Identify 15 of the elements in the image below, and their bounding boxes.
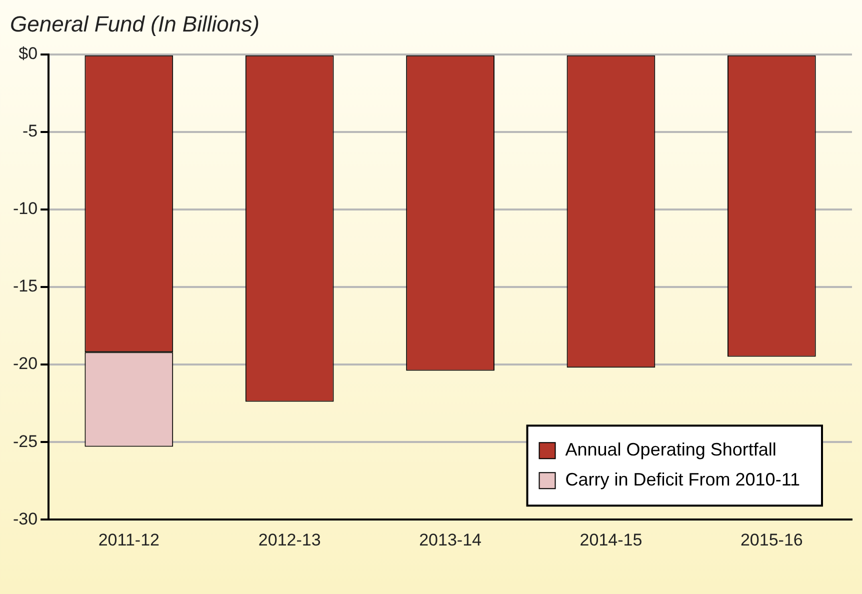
x-tick-label: 2011-12 bbox=[98, 530, 160, 550]
y-tick-label: -15 bbox=[12, 276, 38, 296]
legend-label: Annual Operating Shortfall bbox=[565, 440, 776, 460]
x-tick-label: 2012-13 bbox=[258, 530, 321, 550]
x-tick-label: 2013-14 bbox=[419, 530, 482, 550]
chart-title: General Fund (In Billions) bbox=[10, 11, 260, 36]
x-tick-label: 2014-15 bbox=[580, 530, 642, 550]
y-tick-label: -30 bbox=[12, 509, 38, 528]
y-tick-label: -25 bbox=[12, 432, 38, 451]
y-tick-label: -5 bbox=[22, 122, 38, 141]
legend-label: Carry in Deficit From 2010-11 bbox=[565, 470, 800, 490]
y-tick-label: -10 bbox=[12, 199, 38, 218]
y-tick-label: -20 bbox=[12, 354, 38, 374]
x-tick-label: 2015-16 bbox=[740, 530, 803, 550]
y-tick-label: $0 bbox=[18, 44, 38, 64]
